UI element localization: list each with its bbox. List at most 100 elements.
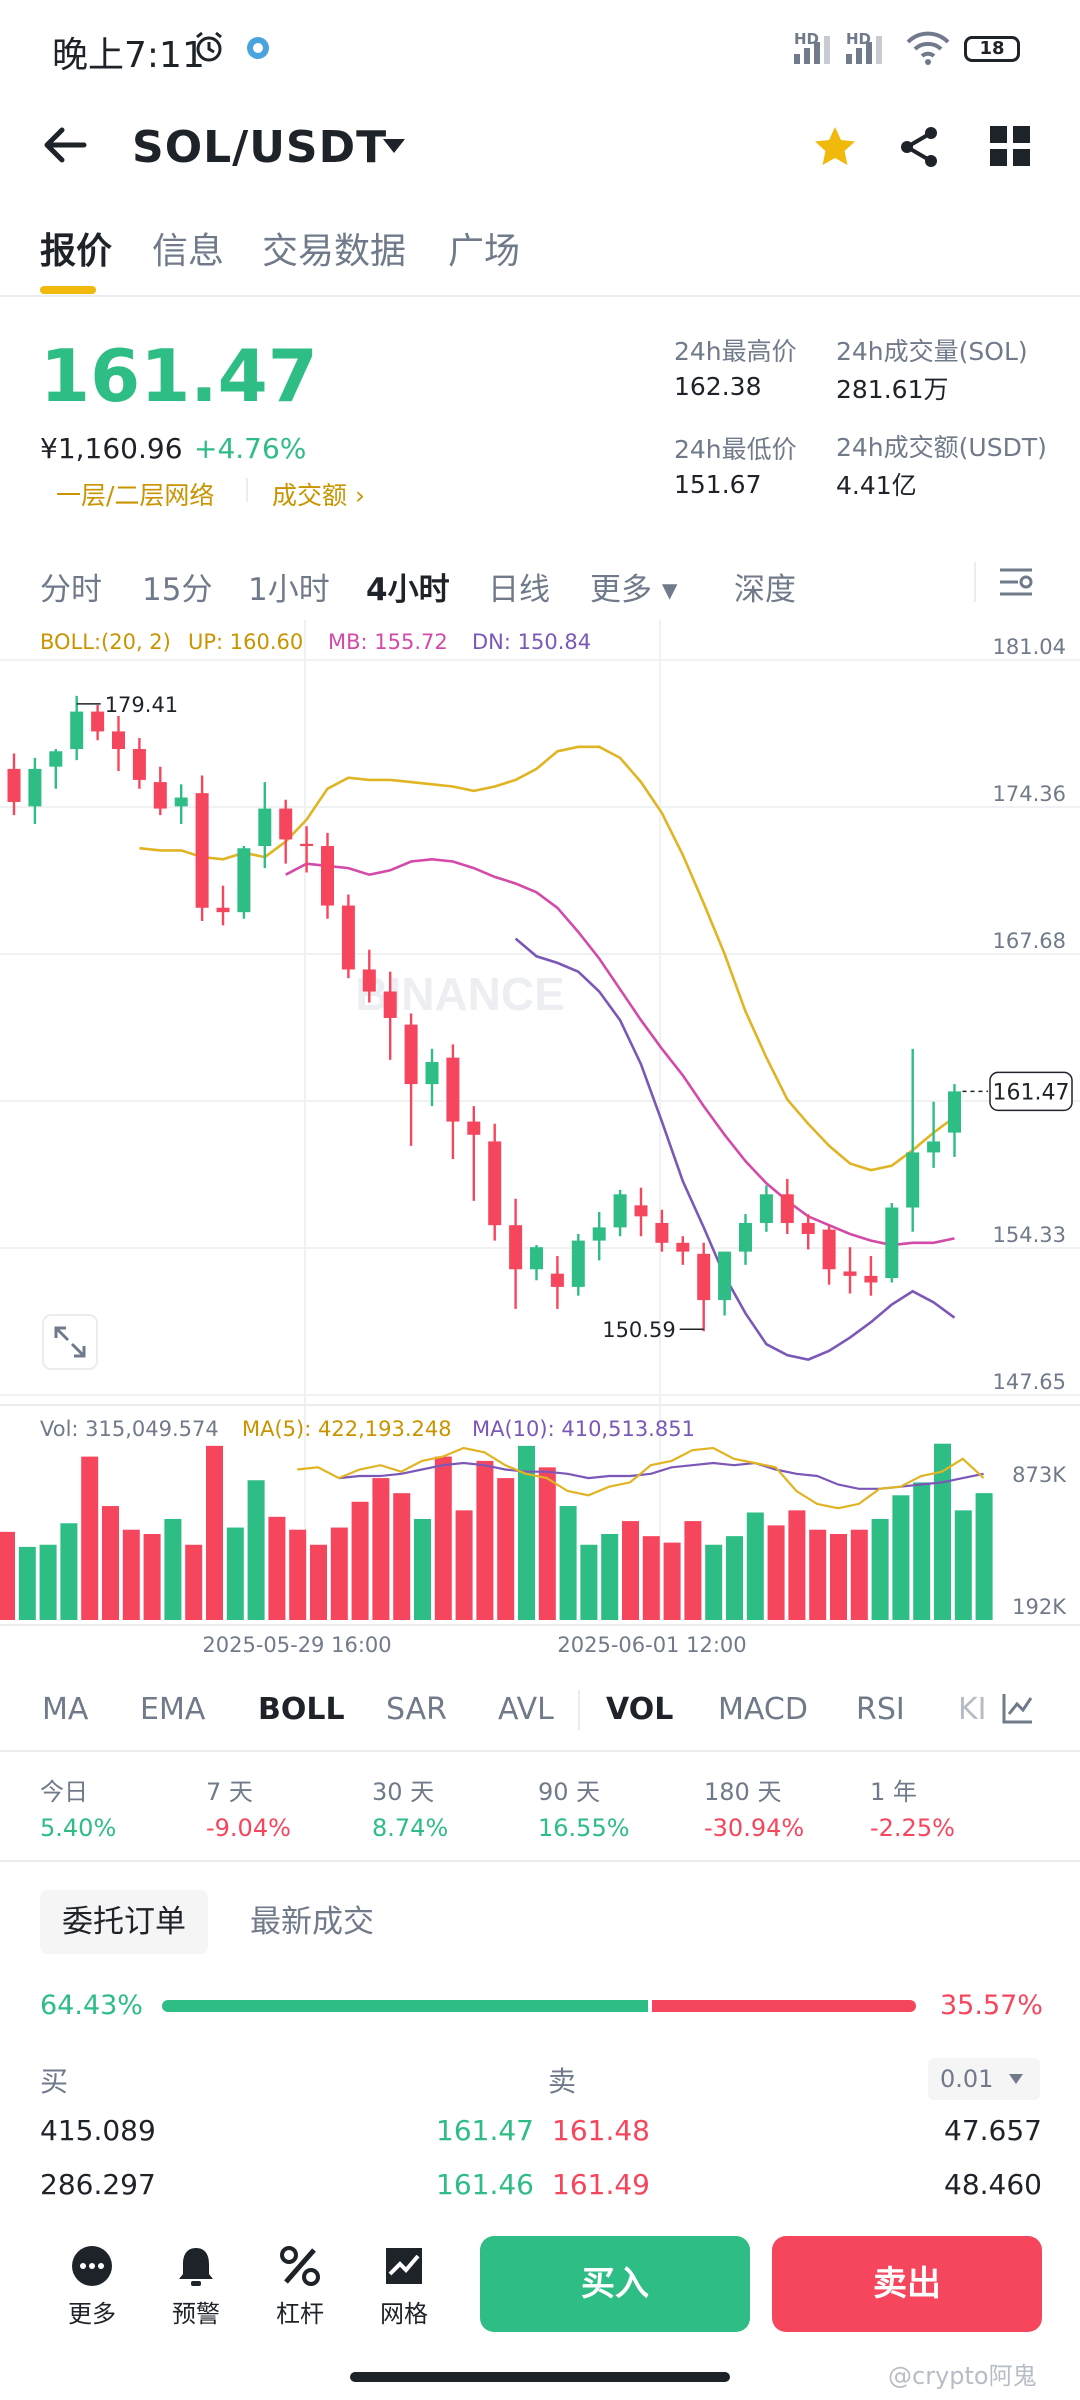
interval-tab-15m[interactable]: 15分 xyxy=(142,572,213,608)
tab-trading-data[interactable]: 交易数据 xyxy=(262,231,407,272)
volume-bar xyxy=(705,1544,723,1620)
more-label[interactable]: 更多 xyxy=(68,2300,116,2328)
share-icon[interactable] xyxy=(896,124,942,170)
volume-bar xyxy=(393,1493,411,1620)
indicator-tab-rsi[interactable]: RSI xyxy=(856,1692,905,1727)
sell-ratio-bar xyxy=(652,2000,916,2012)
candle xyxy=(341,905,355,970)
grid-trading-icon[interactable] xyxy=(382,2244,426,2288)
volume-bar xyxy=(476,1460,494,1620)
bid-price[interactable]: 161.47 xyxy=(436,2114,534,2147)
tab-info[interactable]: 信息 xyxy=(152,231,225,272)
interval-tab-time[interactable]: 分时 xyxy=(40,572,102,608)
volume-bar xyxy=(0,1531,15,1620)
volume-bar xyxy=(143,1534,161,1620)
interval-tab-4h[interactable]: 4小时 xyxy=(366,572,450,608)
candle xyxy=(550,1273,564,1287)
high-marker-label: 179.41 xyxy=(105,693,178,717)
grid-menu-icon[interactable] xyxy=(988,124,1032,168)
interval-tab-1d[interactable]: 日线 xyxy=(488,572,550,608)
candle xyxy=(843,1271,857,1276)
volume-bar xyxy=(726,1536,743,1620)
precision-select[interactable]: 0.01 xyxy=(928,2058,1040,2100)
back-arrow-icon[interactable] xyxy=(40,120,90,170)
divider xyxy=(246,478,248,502)
candle xyxy=(613,1194,627,1228)
home-indicator[interactable] xyxy=(350,2372,730,2382)
interval-tab-1h[interactable]: 1小时 xyxy=(248,572,330,608)
volume-bar xyxy=(559,1506,577,1620)
candle xyxy=(530,1247,543,1270)
volume-bar xyxy=(122,1529,140,1620)
ask-price[interactable]: 161.48 xyxy=(552,2114,650,2147)
volume-bar xyxy=(351,1501,369,1620)
ask-price[interactable]: 161.49 xyxy=(552,2168,650,2201)
volume-bar xyxy=(81,1456,99,1620)
pair-title[interactable]: SOL/USDT xyxy=(132,122,388,173)
current-price-tag xyxy=(989,1071,1073,1112)
divider xyxy=(0,1750,1080,1752)
turnover-link[interactable]: 成交额 › xyxy=(272,481,365,510)
stat-volume-sol-value: 281.61万 xyxy=(836,375,949,404)
buy-button[interactable]: 买入 xyxy=(480,2236,750,2332)
volume-axis-label: 873K xyxy=(1012,1463,1067,1487)
candle xyxy=(91,711,105,732)
signal-label-1: HD xyxy=(794,30,820,48)
indicator-tab-vol[interactable]: VOL xyxy=(606,1692,674,1727)
volume-bar xyxy=(185,1544,203,1620)
more-dots-icon[interactable] xyxy=(70,2244,114,2288)
volume-bar xyxy=(913,1482,931,1620)
indicator-tab-boll[interactable]: BOLL xyxy=(258,1692,345,1727)
bid-price[interactable]: 161.46 xyxy=(436,2168,534,2201)
indicator-tab-ema[interactable]: EMA xyxy=(140,1692,206,1727)
volume-bar xyxy=(414,1518,431,1620)
price-axis-label: 154.33 xyxy=(993,1223,1066,1247)
leverage-percent-icon[interactable] xyxy=(278,2244,322,2288)
indicator-tab-ma[interactable]: MA xyxy=(42,1692,89,1727)
interval-tab-more[interactable]: 更多 ▾ xyxy=(590,572,678,608)
indicator-tab-avl[interactable]: AVL xyxy=(498,1692,554,1727)
leverage-label[interactable]: 杠杆 xyxy=(276,2300,324,2328)
bid-quantity: 286.297 xyxy=(40,2168,156,2201)
volume-axis-label: 192K xyxy=(1012,1595,1067,1619)
alert-label[interactable]: 预警 xyxy=(172,2300,220,2328)
volume-bar xyxy=(601,1534,619,1620)
caret-down-icon[interactable] xyxy=(380,136,408,156)
status-bar: 晚上7:11 HD HD 18 xyxy=(0,0,1080,100)
indicator-tab-macd[interactable]: MACD xyxy=(718,1692,808,1727)
sell-button[interactable]: 卖出 xyxy=(772,2236,1042,2332)
perf-value: 16.55% xyxy=(538,1814,630,1842)
candle xyxy=(383,991,397,1018)
volume-bar xyxy=(975,1493,993,1620)
indicator-settings-icon[interactable] xyxy=(1000,1690,1036,1726)
volume-bar xyxy=(871,1518,889,1620)
indicator-tab-kdj[interactable]: KI xyxy=(958,1692,987,1727)
tab-latest-trades[interactable]: 最新成交 xyxy=(250,1904,374,1940)
precision-value: 0.01 xyxy=(940,2065,994,2093)
volume-bar xyxy=(372,1478,390,1620)
battery-icon: 18 xyxy=(964,36,1020,62)
interval-tab-depth[interactable]: 深度 xyxy=(734,572,796,608)
chart-settings-icon[interactable] xyxy=(996,564,1036,600)
tab-quote[interactable]: 报价 xyxy=(40,231,113,272)
corner-watermark: @crypto阿鬼 xyxy=(888,2362,1037,2390)
buy-ratio-bar xyxy=(162,2000,648,2012)
volume-bar xyxy=(767,1525,785,1620)
candle xyxy=(571,1240,585,1287)
alert-bell-icon[interactable] xyxy=(174,2244,218,2288)
candle xyxy=(70,711,84,750)
fullscreen-icon[interactable] xyxy=(42,1314,98,1370)
volume-bar xyxy=(788,1510,806,1620)
tab-order-book[interactable]: 委托订单 xyxy=(40,1890,208,1954)
indicator-tab-sar[interactable]: SAR xyxy=(386,1692,447,1727)
time-axis: 2025-05-29 16:00 2025-06-01 12:00 xyxy=(202,1633,746,1657)
orderbook-sell-header: 卖 xyxy=(548,2065,577,2098)
signal-label-2: HD xyxy=(846,30,872,48)
network-link[interactable]: 一层/二层网络 xyxy=(56,481,215,510)
stat-volume-usdt-value: 4.41亿 xyxy=(836,471,917,500)
stat-volume-sol-label: 24h成交量(SOL) xyxy=(836,337,1028,366)
favorite-star-icon[interactable] xyxy=(812,124,858,170)
grid-label[interactable]: 网格 xyxy=(380,2300,428,2328)
tab-square[interactable]: 广场 xyxy=(448,231,521,272)
